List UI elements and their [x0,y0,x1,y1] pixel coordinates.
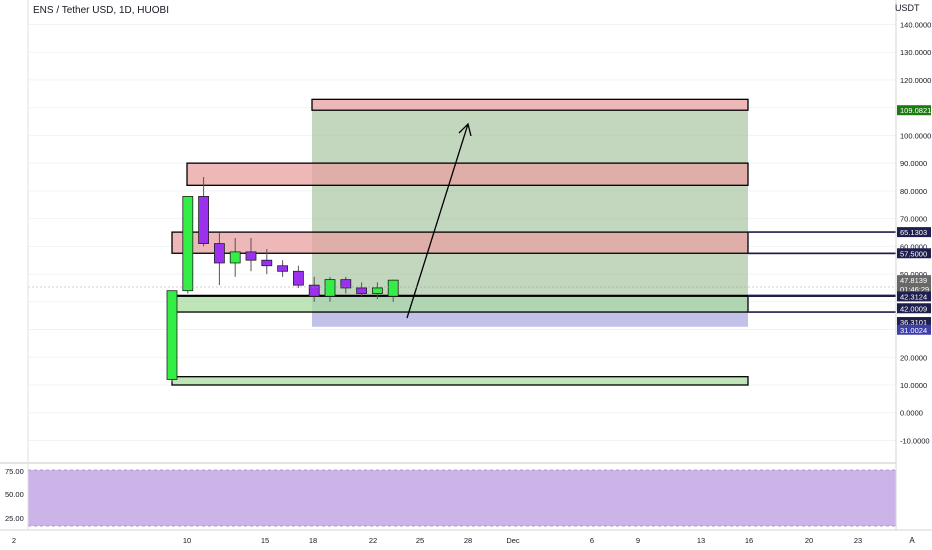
time-tick-label: 2 [12,536,16,545]
demand-zone-bottom[interactable] [171,376,749,386]
time-tick-label: 15 [261,536,269,545]
price-badge-42-0-text: 42.0009 [900,304,927,313]
price-tick-label: 0.0000 [900,409,923,418]
time-tick-label: 16 [745,536,753,545]
price-badge-65 [897,227,931,238]
price-tick-label: 130.0000 [900,48,931,57]
price-badges: 109.082165.130357.500047.813901:46:2942.… [897,105,931,335]
price-tick-label: 20.0000 [900,353,927,362]
time-tick-label: 20 [805,536,813,545]
zone-layer [171,98,896,386]
time-tick-label: 6 [590,536,594,545]
price-badge-57-text: 57.5000 [900,249,927,258]
profit-zone[interactable] [312,110,748,296]
price-badge-current-text: 47.8139 [900,276,927,285]
price-tick-label: -10.0000 [900,436,930,445]
symbol-title: ENS / Tether USD, 1D, HUOBI [33,5,169,16]
indicator-tick-label: 75.00 [5,467,24,476]
time-tick-label: Dec [506,536,520,545]
price-badge-36 [897,317,931,328]
price-badge-42-3 [897,291,931,302]
price-axis[interactable] [896,0,932,550]
candle-body[interactable] [166,290,178,380]
price-badge-target-text: 109.0821 [900,106,931,115]
price-ticks: 140.0000 130.0000 120.0000 100.0000 90.0000 8… [900,20,931,445]
price-badge-target [897,105,931,116]
time-tick-label: 23 [854,536,862,545]
price-tick-label: 120.0000 [900,76,931,85]
price-tick-label: 50.0000 [900,270,927,279]
candle-body[interactable] [245,251,257,261]
candle-body[interactable] [182,196,194,292]
price-tick-label: 70.0000 [900,215,927,224]
indicator-ticks: 75.00 50.00 25.00 [5,467,24,523]
supply-zone-lower[interactable] [171,231,749,254]
price-badge-65-text: 65.1303 [900,228,927,237]
time-tick-label: 13 [697,536,705,545]
time-axis[interactable] [0,530,932,550]
candle-body[interactable] [292,270,304,286]
auto-scale-button[interactable]: A [909,536,915,545]
price-badge-42-0 [897,303,931,314]
price-badge-36-text: 36.3101 [900,318,927,327]
indicator-tick-label: 25.00 [5,514,24,523]
candle-body[interactable] [198,196,210,244]
candle-body[interactable] [213,243,225,264]
currency-text: USDT [895,3,920,13]
time-tick-label: 9 [636,536,640,545]
candle-body[interactable] [356,287,368,294]
candle-body[interactable] [277,265,289,272]
indicator-tick-label: 50.00 [5,490,24,499]
time-tick-label: 25 [416,536,424,545]
price-tick-label: 80.0000 [900,187,927,196]
price-tick-label: 140.0000 [900,20,931,29]
price-tick-label: 90.0000 [900,159,927,168]
candle-body[interactable] [229,251,241,264]
target-zone[interactable] [311,98,749,111]
price-badge-current [897,275,931,286]
candle-body[interactable] [340,279,352,289]
arrow-head [458,122,472,137]
price-tick-label: 100.0000 [900,131,931,140]
currency-label: USDT [895,3,932,13]
time-tick-label: 28 [464,536,472,545]
indicator-band [28,470,896,526]
time-ticks: 2 10 15 18 22 25 28 Dec 6 9 13 16 20 23 [12,536,862,545]
time-tick-label: 10 [183,536,191,545]
demand-zone[interactable] [171,295,749,313]
time-tick-label: 22 [369,536,377,545]
candle-layer [166,176,399,383]
price-tick-label: 60.0000 [900,242,927,251]
price-badge-countdown-text: 01:46:29 [900,285,929,294]
price-badge-57 [897,248,931,259]
price-tick-label: 10.0000 [900,381,927,390]
candle-body[interactable] [308,284,320,297]
candle-body[interactable] [261,259,273,267]
candle-body[interactable] [387,279,399,297]
supply-zone-upper[interactable] [186,162,749,186]
price-badge-42-3-text: 42.3124 [900,292,927,301]
candle-body[interactable] [324,279,336,297]
price-badge-stop [897,324,931,335]
candle-body[interactable] [371,287,383,294]
price-badge-stop-text: 31.0024 [900,326,927,335]
price-badge-countdown [897,284,931,295]
time-tick-label: 18 [309,536,317,545]
forecast-arrow[interactable] [406,123,469,319]
